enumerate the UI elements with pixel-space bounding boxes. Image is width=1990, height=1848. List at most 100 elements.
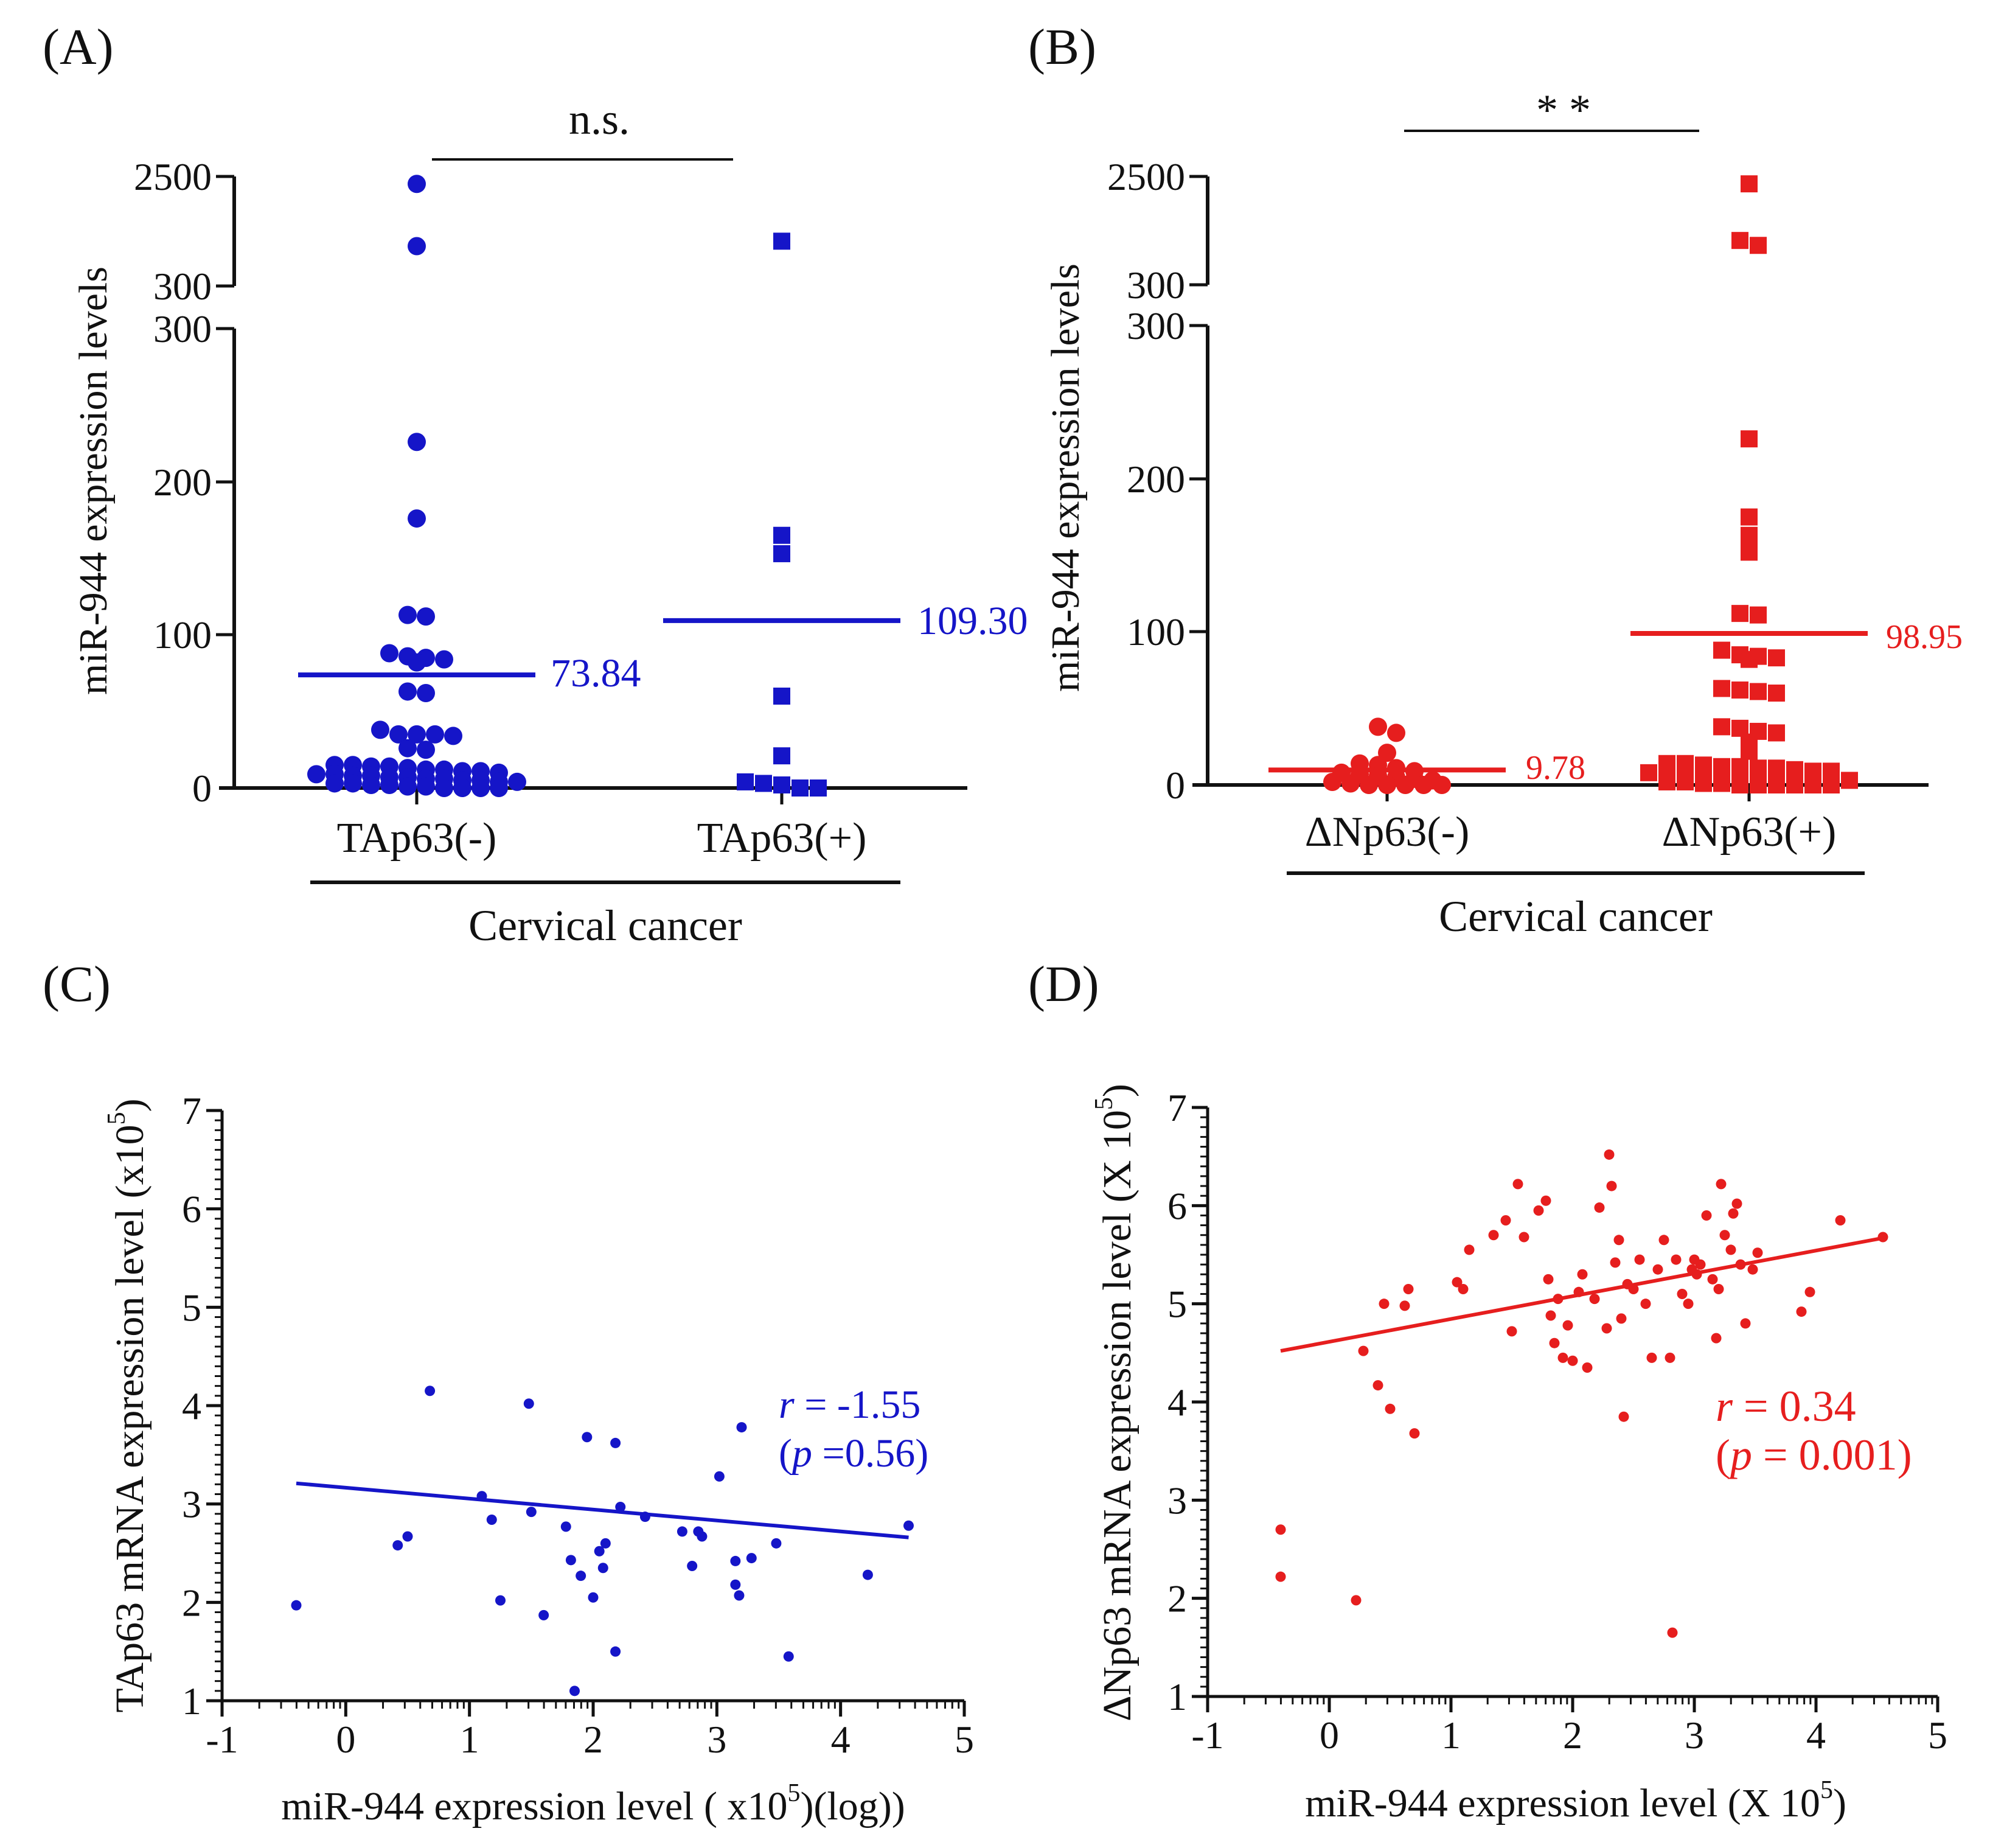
data-point xyxy=(736,1422,747,1433)
data-point xyxy=(862,1569,873,1580)
category-label: TAp63(-) xyxy=(337,815,497,862)
p-open: ( xyxy=(1716,1431,1730,1479)
data-point xyxy=(1719,1230,1730,1241)
data-point xyxy=(773,232,790,250)
mean-label: 98.95 xyxy=(1886,618,1963,656)
marks-d xyxy=(1275,1149,1888,1638)
data-point xyxy=(1452,1277,1463,1288)
y-tick-label: 200 xyxy=(1127,458,1185,501)
data-point xyxy=(565,1555,576,1566)
data-point xyxy=(1351,1595,1362,1606)
data-point xyxy=(1835,1215,1846,1226)
data-point xyxy=(538,1609,549,1620)
data-point xyxy=(1796,1306,1807,1317)
p-symbol: p xyxy=(790,1431,812,1476)
data-point xyxy=(398,682,417,701)
x-axis-title-b: Cervical cancer xyxy=(1439,892,1713,941)
x-axis-title-d: miR-944 expression level (X 105) xyxy=(1305,1776,1846,1825)
data-point xyxy=(1369,717,1387,736)
data-point xyxy=(1713,641,1730,659)
data-point xyxy=(1506,1326,1517,1337)
data-point xyxy=(1387,724,1405,742)
data-point xyxy=(1768,685,1785,702)
data-point xyxy=(389,725,408,744)
y-tick-label: 100 xyxy=(1127,610,1185,654)
data-point xyxy=(1360,776,1378,794)
data-point xyxy=(1804,776,1821,793)
data-point xyxy=(714,1471,725,1482)
y-tick-label: 6 xyxy=(182,1188,201,1231)
data-point xyxy=(392,1540,403,1551)
data-point xyxy=(371,720,389,739)
data-point xyxy=(737,773,754,790)
data-point xyxy=(408,175,426,194)
data-point xyxy=(1752,1247,1763,1258)
r-symbol: r xyxy=(779,1383,795,1427)
data-point xyxy=(1275,1571,1286,1582)
x-tick-label: 5 xyxy=(955,1718,974,1761)
data-point xyxy=(1823,776,1840,793)
data-point xyxy=(1409,1428,1420,1439)
data-point xyxy=(1713,718,1730,736)
panel-label-c: (C) xyxy=(43,956,111,1013)
y-tick-label: 1 xyxy=(1167,1675,1187,1718)
marks-b xyxy=(1268,175,1868,794)
data-point xyxy=(594,1546,605,1557)
data-point xyxy=(1741,526,1758,544)
data-point xyxy=(508,772,526,791)
data-point xyxy=(791,779,809,797)
data-point xyxy=(307,765,325,784)
x-tick-label: 3 xyxy=(707,1718,726,1761)
data-point xyxy=(426,725,444,744)
data-point xyxy=(1677,773,1694,790)
data-point xyxy=(408,653,426,672)
data-point xyxy=(1741,430,1758,448)
category-label: ΔNp63(+) xyxy=(1662,809,1837,856)
y-tick-label: 3 xyxy=(182,1483,201,1526)
data-point xyxy=(1604,1149,1615,1160)
data-point xyxy=(398,777,417,796)
data-point xyxy=(1665,1352,1675,1363)
data-point xyxy=(1768,724,1785,742)
data-point xyxy=(471,779,490,797)
y-tick-label: 200 xyxy=(153,461,212,504)
data-point xyxy=(1750,606,1767,624)
data-point xyxy=(810,779,827,797)
x-title-tail: )(log)) xyxy=(800,1784,905,1829)
x-title-sup: 5 xyxy=(787,1779,800,1807)
data-point xyxy=(425,1386,436,1396)
x-title-sup: 5 xyxy=(1820,1776,1833,1804)
x-tick-label: 1 xyxy=(1441,1714,1461,1757)
data-point xyxy=(1582,1362,1593,1373)
y-tick-label: 2500 xyxy=(134,155,212,198)
data-point xyxy=(1577,1269,1588,1280)
panel-label-a: (A) xyxy=(43,19,114,75)
p-symbol: p xyxy=(1727,1431,1752,1479)
data-point xyxy=(1396,776,1414,794)
data-point xyxy=(1716,1179,1727,1190)
data-point xyxy=(697,1531,708,1542)
data-point xyxy=(730,1555,741,1566)
data-point xyxy=(408,509,426,528)
data-point xyxy=(773,776,790,793)
data-point xyxy=(1275,1524,1286,1535)
y-tick-label: 3 xyxy=(1167,1479,1187,1522)
x-title-tail: ) xyxy=(1833,1781,1846,1825)
data-point xyxy=(1399,1300,1410,1311)
x-title-main: miR-944 expression level ( x10 xyxy=(281,1784,787,1829)
data-point xyxy=(1618,1411,1629,1422)
data-point xyxy=(1610,1257,1621,1268)
data-point xyxy=(1379,1299,1390,1309)
y-tick-label: 7 xyxy=(182,1089,201,1132)
y-tick-label: 2 xyxy=(1167,1577,1187,1620)
panel-d: (D) 1 2 3 4 5 6 7 -1 0 1 2 3 4 5 miR-944 expression l… xyxy=(1028,956,1947,1825)
data-point xyxy=(1701,1210,1712,1221)
r-annotation-c: r = -1.55 xyxy=(779,1383,920,1427)
data-point xyxy=(1589,1294,1600,1305)
category-label: TAp63(+) xyxy=(697,815,867,862)
data-point xyxy=(398,739,417,758)
data-point xyxy=(1731,1198,1742,1209)
y-tick-label: 2500 xyxy=(1107,155,1185,198)
data-point xyxy=(773,545,790,562)
data-point xyxy=(1385,1403,1396,1414)
